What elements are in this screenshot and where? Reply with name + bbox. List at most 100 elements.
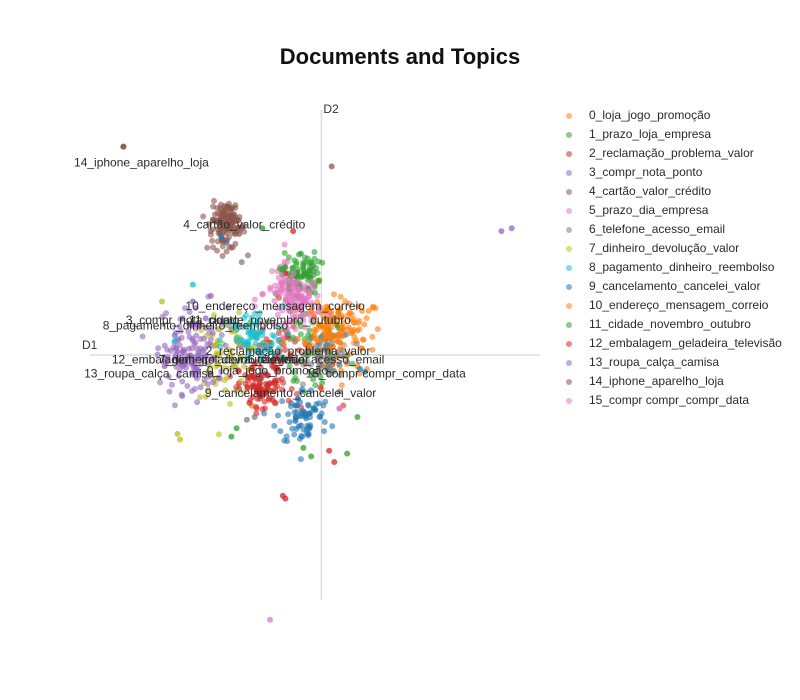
data-point bbox=[209, 237, 216, 244]
data-point bbox=[289, 265, 296, 272]
data-point bbox=[204, 340, 211, 347]
data-point bbox=[300, 282, 307, 289]
data-point bbox=[170, 344, 177, 351]
data-point bbox=[240, 363, 247, 370]
data-point bbox=[243, 416, 250, 423]
data-point bbox=[267, 380, 273, 387]
data-point bbox=[179, 363, 186, 370]
data-point bbox=[186, 308, 193, 315]
data-point bbox=[300, 259, 307, 266]
data-point bbox=[173, 363, 180, 370]
data-point bbox=[269, 397, 276, 404]
topic-label: 15_compr compr_compr_data bbox=[306, 367, 466, 381]
data-point bbox=[324, 304, 331, 311]
data-point bbox=[315, 308, 322, 315]
data-point bbox=[279, 398, 286, 405]
legend-marker bbox=[566, 341, 572, 347]
data-point bbox=[225, 225, 232, 232]
data-point bbox=[219, 253, 226, 260]
data-point bbox=[172, 354, 179, 361]
data-point bbox=[260, 372, 267, 379]
data-point bbox=[305, 430, 312, 437]
topic-labels: 0_loja_jogo_promoção 2_reclamação_problem… bbox=[74, 155, 466, 400]
data-point bbox=[301, 339, 308, 346]
data-point bbox=[252, 340, 259, 347]
data-point bbox=[314, 356, 321, 363]
data-point bbox=[308, 299, 315, 306]
topic-label: 7_dinheiro_devolução_valor bbox=[159, 352, 309, 366]
data-point bbox=[309, 285, 316, 292]
data-point bbox=[295, 320, 302, 327]
data-point bbox=[159, 298, 165, 305]
data-point bbox=[251, 296, 258, 303]
data-point bbox=[299, 386, 306, 393]
data-point bbox=[215, 352, 222, 358]
data-point bbox=[334, 338, 341, 345]
data-point bbox=[348, 311, 355, 318]
data-point bbox=[271, 350, 278, 357]
data-point bbox=[244, 354, 251, 361]
data-point bbox=[171, 332, 178, 339]
data-point bbox=[255, 315, 262, 322]
data-point bbox=[294, 402, 301, 409]
data-point bbox=[285, 254, 292, 261]
data-point bbox=[241, 340, 248, 347]
topic-label: 8_pagamento_dinheiro_reembolso bbox=[103, 319, 289, 333]
data-point bbox=[157, 379, 164, 386]
data-point bbox=[329, 423, 336, 430]
data-point bbox=[177, 436, 183, 443]
data-point bbox=[282, 495, 289, 502]
data-point bbox=[294, 396, 301, 403]
legend-label: 0_loja_jogo_promoção bbox=[589, 108, 711, 122]
data-point bbox=[330, 291, 337, 298]
data-point bbox=[321, 418, 328, 425]
data-point bbox=[284, 325, 291, 332]
data-point bbox=[171, 337, 178, 344]
series-9 bbox=[218, 233, 369, 463]
data-point bbox=[244, 323, 251, 330]
data-point bbox=[218, 332, 225, 339]
data-point bbox=[191, 320, 198, 327]
data-point bbox=[338, 326, 345, 333]
data-point bbox=[233, 384, 240, 391]
data-point bbox=[259, 291, 266, 298]
data-point bbox=[257, 357, 264, 364]
data-point bbox=[279, 334, 286, 341]
topic-label: 3_compr_nota_ponto bbox=[126, 313, 240, 327]
data-point bbox=[249, 321, 256, 328]
data-point bbox=[195, 352, 202, 359]
data-point bbox=[330, 356, 337, 363]
legend-label: 13_roupa_calça_camisa bbox=[589, 355, 720, 369]
data-point bbox=[319, 312, 326, 319]
data-point bbox=[309, 304, 316, 311]
legend-label: 14_iphone_aparelho_loja bbox=[589, 374, 724, 388]
legend-label: 15_compr compr_compr_data bbox=[589, 393, 750, 407]
data-point bbox=[308, 317, 315, 324]
data-point bbox=[362, 368, 369, 375]
data-point bbox=[236, 309, 243, 316]
data-point bbox=[321, 428, 328, 435]
data-point bbox=[274, 311, 281, 318]
data-point bbox=[267, 349, 273, 356]
data-point bbox=[224, 374, 231, 381]
legend-marker bbox=[566, 246, 572, 252]
legend-label: 2_reclamação_problema_valor bbox=[589, 146, 754, 160]
data-point bbox=[226, 214, 233, 221]
data-point bbox=[265, 343, 272, 350]
data-point bbox=[161, 354, 168, 361]
legend-label: 10_endereço_mensagem_correio bbox=[589, 298, 769, 312]
data-point bbox=[322, 398, 329, 405]
data-point bbox=[205, 386, 212, 393]
data-point bbox=[259, 225, 266, 232]
data-point bbox=[338, 367, 345, 374]
legend-label: 6_telefone_acesso_email bbox=[589, 222, 726, 236]
legend-marker bbox=[566, 113, 572, 119]
data-point bbox=[267, 616, 273, 623]
data-point bbox=[354, 413, 361, 420]
data-point bbox=[294, 377, 301, 384]
legend-marker bbox=[566, 151, 572, 157]
data-point bbox=[235, 367, 242, 374]
data-point bbox=[358, 345, 365, 352]
data-point bbox=[240, 222, 247, 229]
